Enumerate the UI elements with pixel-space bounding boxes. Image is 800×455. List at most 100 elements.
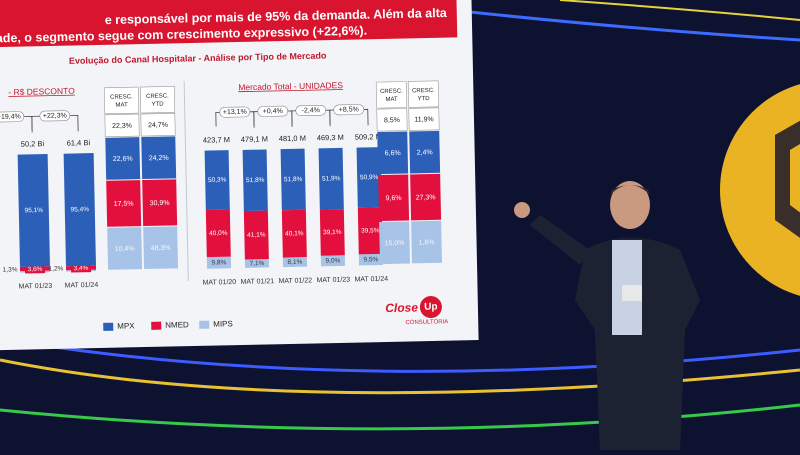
segment-label: 9,5% [363, 256, 378, 263]
logo-tagline: CONSULTORIA [405, 319, 448, 326]
table-cell [411, 220, 442, 264]
suit [575, 237, 700, 450]
table-value: 2,4% [417, 149, 433, 156]
bar-segment [243, 210, 269, 260]
presenter [514, 181, 700, 450]
growth-box [219, 106, 251, 118]
arm [530, 215, 590, 265]
bar-segment [320, 255, 346, 267]
badge [622, 285, 642, 301]
segment-label: 51,8% [246, 177, 265, 184]
table-value: 10,4% [115, 246, 135, 253]
table-cell [409, 130, 441, 174]
growth-box [39, 110, 71, 122]
segment-label: 41,1% [247, 232, 266, 239]
table-header: CRESC.YTD [412, 87, 435, 101]
category-label: MAT 01/23 [316, 277, 350, 285]
legend-swatch [103, 322, 114, 331]
table-cell [105, 137, 141, 180]
hand [514, 202, 530, 218]
bar-total: 479,1 M [241, 134, 268, 144]
bar-segment [356, 147, 382, 208]
table-value: 15,0% [385, 240, 405, 247]
bar-segment [244, 259, 270, 268]
legend-swatch [199, 320, 210, 329]
segment-label: 39,5% [361, 227, 380, 234]
table-cell [377, 131, 409, 175]
legend-label: MPX [117, 321, 135, 330]
table-cell [106, 180, 142, 227]
growth-box [333, 104, 365, 116]
legend-swatch [151, 321, 162, 330]
bar-segment [318, 147, 344, 210]
category-label: MAT 01/24 [354, 276, 388, 284]
bar-total: 50,2 Bi [21, 139, 45, 148]
bar-segment [17, 154, 50, 267]
divider [183, 81, 189, 282]
table-value: 30,9% [150, 200, 170, 207]
table-header-cell [407, 80, 440, 108]
table-value: 8,5% [384, 117, 400, 124]
neon-line [469, 10, 800, 42]
table-value: 24,2% [149, 155, 169, 162]
slide-header-band [0, 0, 458, 48]
table-cell [104, 113, 140, 138]
growth-label: +8,5% [339, 106, 359, 113]
table-cell [379, 221, 410, 265]
table-value: 48,3% [151, 245, 171, 252]
logo-badge [419, 296, 442, 319]
segment-label: 3,4% [74, 265, 89, 272]
bar-segment [204, 150, 230, 210]
table-header: CRESC.MAT [110, 94, 133, 108]
segment-label: 95,1% [25, 207, 44, 214]
segment-label: 50,3% [208, 177, 227, 184]
bar-segment [242, 149, 268, 212]
panel-subtitle: - R$ DESCONTO [8, 86, 75, 97]
category-label: MAT 01/22 [278, 277, 312, 285]
segment-label: 51,9% [322, 175, 341, 182]
table-cell [408, 107, 440, 131]
head [610, 181, 650, 229]
growth-label: +22,3% [43, 112, 67, 119]
category-label: MAT 01/21 [240, 278, 274, 286]
slide: e responsável por mais de 95% da demanda… [0, 0, 479, 351]
bar-segment [319, 209, 345, 256]
bar-segment [357, 207, 383, 255]
category-label: MAT 01/20 [202, 279, 236, 287]
table-header-cell [375, 81, 408, 109]
table-value: 6,6% [385, 150, 401, 157]
legend-label: MIPS [213, 319, 233, 328]
table-cell [107, 227, 143, 270]
logo-accent: Up [424, 302, 438, 313]
segment-label: 39,1% [323, 229, 342, 236]
segment-label: 50,9% [360, 174, 379, 181]
bar-total: 509,2 M [355, 132, 382, 142]
logo-name: Close [385, 300, 418, 315]
table-cell [410, 173, 442, 221]
segment-label: 1,2% [49, 265, 64, 272]
bar-total: 61,4 Bi [67, 138, 91, 147]
growth-label: -2,4% [302, 107, 320, 114]
bar-segment [282, 257, 308, 268]
growth-box [295, 104, 327, 117]
table-cell [142, 179, 178, 227]
growth-label: +19,4% [0, 113, 21, 120]
table-header-cell [139, 86, 176, 114]
legend-label: NMED [165, 320, 189, 329]
bar-segment [280, 148, 306, 211]
table-value: 11,9% [414, 116, 433, 123]
table-cell [143, 226, 179, 270]
panel-subtitle: Mercado Total - UNIDADES [238, 80, 343, 92]
segment-label: 95,4% [71, 206, 90, 213]
bar-total: 423,7 M [203, 135, 230, 145]
bar-segment [206, 256, 232, 269]
table-cell [141, 136, 177, 180]
table-cell [378, 174, 410, 222]
label-box [70, 264, 92, 273]
table-value: 17,5% [114, 201, 134, 208]
category-label: MAT 01/23 [19, 283, 53, 291]
bar-total: 481,0 M [279, 134, 306, 144]
table-header-cell [103, 86, 140, 115]
